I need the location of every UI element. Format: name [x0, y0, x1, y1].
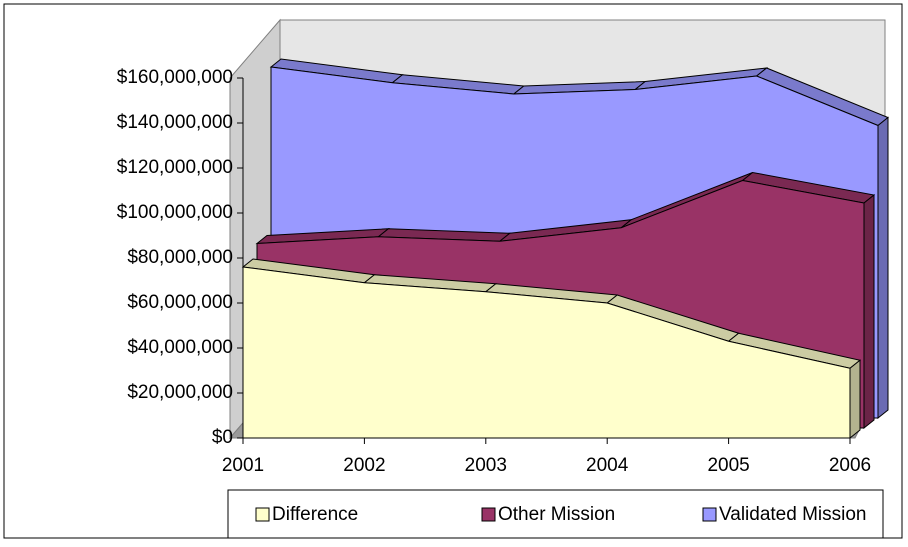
- y-tick-label: $20,000,000: [127, 382, 233, 403]
- legend: [227, 489, 884, 539]
- legend-swatch: [702, 507, 717, 522]
- x-tick-label: 2002: [343, 455, 385, 476]
- x-tick-label: 2006: [829, 455, 871, 476]
- area-side: [849, 359, 861, 440]
- x-tick-label: 2005: [707, 455, 749, 476]
- legend-swatch: [481, 507, 496, 522]
- y-tick-label: $60,000,000: [127, 292, 233, 313]
- legend-label: Validated Mission: [719, 504, 867, 525]
- area: [242, 266, 851, 439]
- y-tick-label: $140,000,000: [117, 112, 233, 133]
- legend-swatch: [255, 507, 270, 522]
- y-tick-label: $160,000,000: [117, 67, 233, 88]
- x-tick-label: 2001: [222, 455, 264, 476]
- y-tick-label: $40,000,000: [127, 337, 233, 358]
- y-tick-label: $120,000,000: [117, 157, 233, 178]
- y-tick-label: $0: [212, 427, 233, 448]
- area-side: [863, 193, 875, 430]
- y-tick-label: $100,000,000: [117, 202, 233, 223]
- x-tick-label: 2003: [465, 455, 507, 476]
- legend-label: Difference: [272, 504, 358, 525]
- x-tick-label: 2004: [586, 455, 629, 476]
- y-tick-label: $80,000,000: [127, 247, 233, 268]
- area-side: [877, 116, 889, 420]
- legend-label: Other Mission: [498, 504, 615, 525]
